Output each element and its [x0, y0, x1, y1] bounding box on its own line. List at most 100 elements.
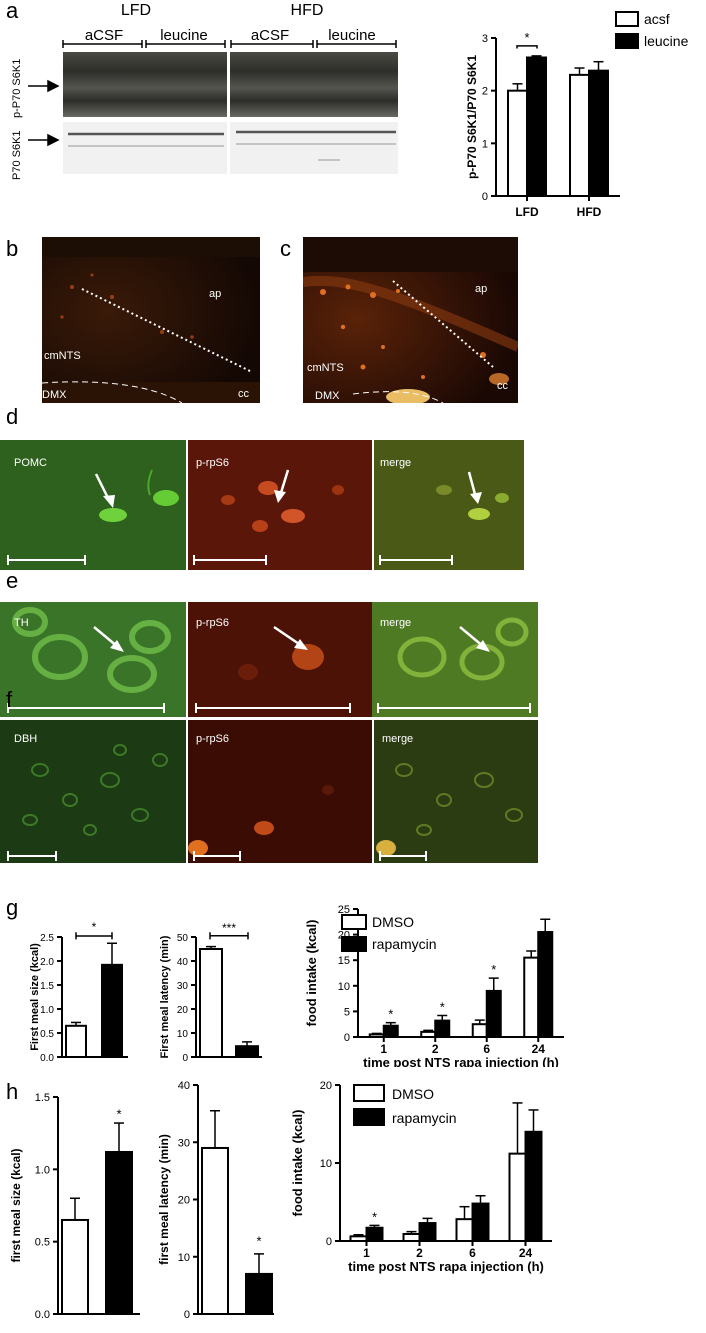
y-tick-label: 1.5 [35, 1092, 50, 1104]
bar [61, 1218, 89, 1315]
bar [434, 1019, 451, 1038]
y-tick-label: 0.0 [35, 1309, 50, 1321]
x-axis-label: time post NTS rapa injection (h) [363, 1055, 559, 1067]
blot-top-left [63, 52, 227, 117]
x-tick-label: 1 [363, 1246, 370, 1260]
blot-sub-acsf-1: aCSF [85, 27, 123, 44]
y-tick-label: 0 [326, 1236, 332, 1248]
panel-label-c: c [280, 236, 291, 261]
label-cmnts-c: cmNTS [307, 362, 344, 374]
bar [508, 1152, 527, 1242]
y-tick-label: 1 [482, 138, 488, 150]
y-tick-label: 0 [482, 191, 488, 203]
y-tick-label: 10 [338, 981, 350, 993]
blot-arrows [28, 79, 60, 147]
micrograph-f-prps6: p-rpS6 [188, 720, 372, 863]
y-tick-label: 30 [178, 1137, 190, 1149]
label-th: TH [14, 617, 29, 629]
x-tick-label: 6 [469, 1246, 476, 1260]
legend-swatch [341, 914, 367, 930]
legend-swatch [615, 33, 639, 49]
y-tick-label: 0 [344, 1032, 350, 1044]
y-tick-label: 0 [184, 1309, 190, 1321]
label-merge-d: merge [380, 457, 411, 469]
y-tick-label: 2.5 [40, 933, 54, 944]
y-tick-label: 20 [178, 1195, 190, 1207]
y-tick-label: 30 [177, 981, 189, 992]
bar [569, 73, 590, 197]
legend-entry: DMSO [392, 1086, 434, 1102]
micrograph-d-prps6: p-rpS6 [188, 440, 372, 570]
x-tick-label: HFD [577, 205, 602, 219]
panel-label-e: e [6, 568, 19, 593]
chart-h1: 0.0 0.5 1.0 1.5 first meal size (kcal) * [9, 1092, 140, 1321]
blot-bottom-left [63, 122, 227, 174]
label-prps6-d: p-rpS6 [196, 457, 229, 469]
bar [455, 1218, 474, 1243]
legend-entry: leucine [644, 33, 689, 49]
micrograph-f-dbh: DBH [0, 720, 186, 863]
blot-bottom-right [230, 122, 398, 174]
y-tick-label: 2.0 [40, 957, 54, 968]
legend-swatch [353, 1108, 385, 1126]
western-blot: LFD HFD aCSF leucine aCSF leucine p-P70 … [11, 2, 398, 180]
y-axis-label: First meal size (kcal) [29, 943, 41, 1051]
blot-brackets [62, 40, 397, 48]
legend-entry: rapamycin [372, 936, 437, 952]
chart-g2: 0 10 20 30 40 50 First meal latency (min) *** [159, 921, 262, 1064]
micrograph-f-merge: merge [374, 720, 538, 863]
y-axis-label: food intake (kcal) [290, 1110, 305, 1217]
significance-bracket [209, 932, 249, 940]
y-tick-label: 10 [178, 1252, 190, 1264]
legend-entry: DMSO [372, 914, 414, 930]
legend-swatch [353, 1084, 385, 1102]
y-tick-label: 0.5 [35, 1237, 50, 1249]
y-tick-label: 1.0 [35, 1164, 50, 1176]
y-tick-label: 2 [482, 86, 488, 98]
x-axis-label: time post NTS rapa injection (h) [348, 1259, 544, 1274]
bar [368, 1033, 385, 1039]
y-tick-label: 1.0 [40, 1005, 54, 1016]
y-axis-label: First meal latency (min) [159, 935, 171, 1058]
y-tick-label: 20 [320, 1080, 332, 1092]
y-tick-label: 3 [482, 33, 488, 45]
y-axis-label: first meal latency (min) [157, 1134, 171, 1265]
blot-sub-acsf-2: aCSF [251, 27, 289, 44]
label-merge-f: merge [382, 733, 413, 745]
y-tick-label: 1.5 [40, 981, 54, 992]
x-tick-label: 1 [380, 1042, 387, 1056]
significance-label: * [116, 1107, 121, 1122]
bar [588, 69, 609, 197]
x-tick-label: 24 [532, 1042, 546, 1056]
bar [199, 948, 223, 1058]
label-prps6-f: p-rpS6 [196, 733, 229, 745]
chart-a: 0 1 2 3p-P70 S6K1/P70 S6K1 LFD HFD * acsf leucin… [465, 11, 689, 219]
label-merge-e: merge [380, 617, 411, 629]
y-axis-label: p-P70 S6K1/P70 S6K1 [465, 55, 479, 179]
micrograph-c: ap cmNTS DMX cc [303, 237, 518, 403]
y-tick-label: 0.0 [40, 1053, 54, 1064]
bar [537, 931, 554, 1038]
bar [235, 1045, 259, 1058]
x-tick-label: 24 [519, 1246, 533, 1260]
bar [365, 1226, 384, 1243]
blot-bands [68, 130, 396, 136]
legend-entry: rapamycin [392, 1110, 457, 1126]
y-tick-label: 20 [177, 1005, 189, 1016]
panel-label-h: h [6, 1079, 19, 1104]
label-ap-b: ap [209, 288, 221, 300]
legend-entry: acsf [644, 11, 670, 27]
significance-bracket [75, 932, 113, 940]
bar [105, 1150, 133, 1316]
y-tick-label: 0.5 [40, 1029, 54, 1040]
y-axis-label: food intake (kcal) [304, 920, 319, 1027]
significance-label: * [92, 920, 97, 934]
blot-row-label-total: P70 S6K1 [11, 130, 23, 180]
bar [526, 56, 547, 198]
micrograph-e-merge: merge [372, 602, 538, 717]
panel-label-a: a [6, 0, 19, 23]
significance-label: * [524, 30, 529, 45]
